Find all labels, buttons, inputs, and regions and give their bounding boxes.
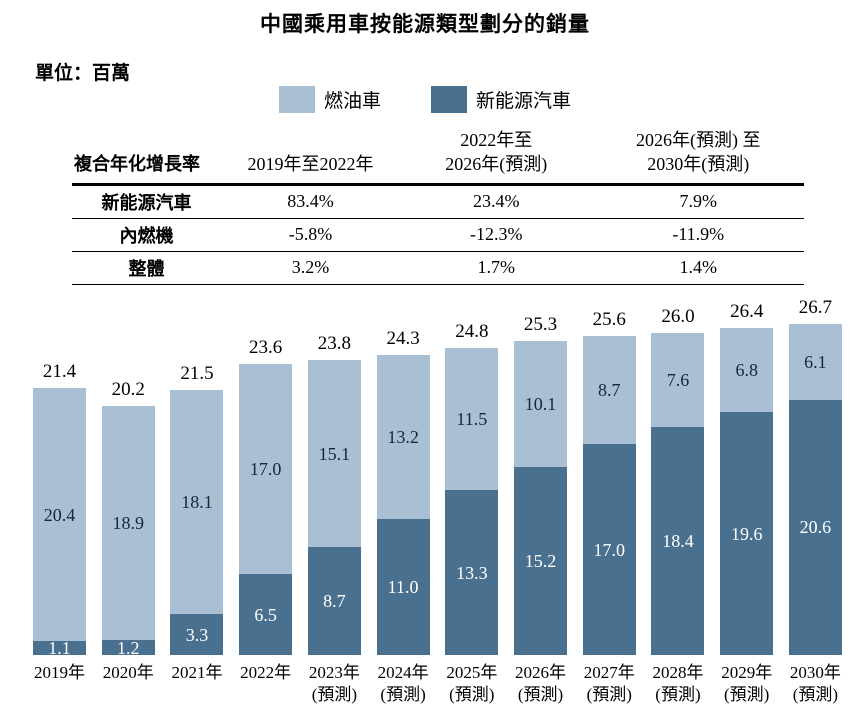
- page-title: 中國乘用車按能源類型劃分的銷量: [260, 12, 590, 36]
- bar-segment-nev: 13.3: [445, 490, 499, 655]
- x-axis-label: 2022年: [240, 663, 292, 682]
- legend: 燃油車 新能源汽車: [0, 86, 850, 113]
- bar-segment-nev: 17.0: [582, 444, 636, 655]
- bar-chart: 21.4 20.4 1.1 2019年 20.2 18.9 1.2 2020年 21.5 18.1…: [28, 297, 847, 710]
- bar-column: 26.0 7.6 18.4 2028年 (預測): [646, 306, 709, 710]
- bar-segment-fuel: 18.1: [170, 389, 224, 615]
- bar-segment-nev: 3.3: [170, 614, 224, 655]
- bar-total-label: 23.6: [249, 336, 283, 358]
- bar-total-label: 25.3: [523, 314, 558, 336]
- cagr-value: -5.8%: [221, 218, 401, 252]
- x-axis-label: 2030年 (預測): [789, 663, 841, 705]
- bar-segment-nev: 18.4: [651, 426, 705, 655]
- bar-column: 23.8 15.1 8.7 2023年 (預測): [303, 333, 366, 710]
- cagr-header-period-1: 2019年至2022年: [221, 126, 401, 186]
- legend-swatch-nev: [431, 86, 467, 113]
- bar-segment-nev: 1.2: [101, 639, 155, 656]
- table-row: 整體 3.2% 1.7% 1.4%: [72, 251, 804, 285]
- bar-segment-fuel: 8.7: [582, 336, 636, 445]
- bar-total-label: 20.2: [111, 378, 145, 400]
- x-axis-label: 2026年 (預測): [515, 663, 567, 705]
- bar-column: 26.4 6.8 19.6 2029年 (預測): [715, 301, 778, 710]
- bar-segment-fuel: 6.1: [788, 324, 842, 400]
- bar-column: 26.7 6.1 20.6 2030年 (預測): [784, 297, 847, 710]
- cagr-value: 1.7%: [400, 251, 593, 285]
- bar-segment-fuel: 11.5: [445, 347, 499, 491]
- x-axis-label: 2020年: [102, 663, 154, 682]
- bar-segment-fuel: 7.6: [651, 332, 705, 427]
- bar-total-label: 24.8: [455, 320, 489, 342]
- table-row: 內燃機 -5.8% -12.3% -11.9%: [72, 218, 804, 252]
- bar-total-label: 21.5: [180, 362, 214, 384]
- cagr-value: 3.2%: [221, 251, 401, 285]
- bar-column: 25.6 8.7 17.0 2027年 (預測): [578, 309, 641, 710]
- x-axis-label: 2028年 (預測): [652, 663, 704, 705]
- bar-total-label: 25.6: [592, 309, 626, 331]
- bar-total-label: 21.4: [42, 361, 77, 383]
- cagr-header-period-2: 2022年至 2026年(預測): [400, 126, 593, 186]
- bar-segment-fuel: 6.8: [720, 327, 774, 412]
- bar-segment-fuel: 18.9: [101, 405, 155, 641]
- x-axis-label: 2023年 (預測): [308, 663, 360, 705]
- legend-label-nev: 新能源汽車: [476, 91, 572, 112]
- legend-item-fuel: 燃油車: [278, 86, 381, 113]
- bar-total-label: 24.3: [386, 327, 420, 349]
- cagr-table: 複合年化增長率 2019年至2022年 2022年至 2026年(預測) 202…: [72, 126, 804, 285]
- bar-column: 24.8 11.5 13.3 2025年 (預測): [440, 321, 503, 710]
- bar-segment-nev: 20.6: [788, 399, 842, 655]
- bar-segment-nev: 11.0: [376, 518, 430, 655]
- cagr-header-title: 複合年化增長率: [72, 126, 222, 186]
- bar-segment-fuel: 10.1: [514, 341, 568, 467]
- cagr-value: -12.3%: [400, 218, 593, 252]
- bar-total-label: 26.7: [798, 297, 833, 319]
- table-row: 新能源汽車 83.4% 23.4% 7.9%: [72, 184, 804, 219]
- x-axis-label: 2029年 (預測): [721, 663, 773, 705]
- legend-swatch-fuel: [278, 86, 315, 113]
- bar-segment-fuel: 20.4: [33, 388, 86, 642]
- bar-total-label: 23.8: [317, 332, 351, 354]
- bar-column: 24.3 13.2 11.0 2024年 (預測): [372, 328, 435, 710]
- bar-segment-fuel: 13.2: [376, 354, 430, 519]
- bar-segment-nev: 15.2: [514, 466, 568, 655]
- unit-label: 單位：百萬: [35, 63, 131, 84]
- bar-segment-nev: 6.5: [239, 574, 293, 655]
- x-axis-label: 2027年 (預測): [583, 663, 635, 705]
- x-axis-label: 2024年 (預測): [377, 663, 429, 705]
- legend-item-nev: 新能源汽車: [431, 86, 571, 113]
- cagr-row-label-overall: 整體: [72, 251, 222, 285]
- bar-column: 25.3 10.1 15.2 2026年 (預測): [509, 314, 572, 710]
- bar-segment-nev: 19.6: [720, 412, 774, 655]
- bar-segment-nev: 1.1: [33, 639, 86, 657]
- cagr-row-label-ice: 內燃機: [72, 218, 222, 252]
- bar-column: 20.2 18.9 1.2 2020年: [97, 379, 160, 710]
- cagr-value: 23.4%: [400, 184, 593, 219]
- cagr-header-row: 複合年化增長率 2019年至2022年 2022年至 2026年(預測) 202…: [72, 126, 804, 186]
- cagr-value: -11.9%: [592, 218, 804, 252]
- bar-segment-fuel: 15.1: [307, 359, 361, 548]
- bar-column: 23.6 17.0 6.5 2022年: [234, 337, 297, 710]
- bar-segment-nev: 8.7: [307, 547, 361, 655]
- cagr-value: 1.4%: [592, 251, 804, 285]
- bar-column: 21.4 20.4 1.1 2019年: [28, 361, 91, 710]
- bar-column: 21.5 18.1 3.3 2021年: [165, 363, 228, 710]
- x-axis-label: 2021年: [171, 663, 223, 682]
- cagr-value: 83.4%: [221, 184, 401, 219]
- cagr-row-label-nev: 新能源汽車: [72, 184, 222, 219]
- bar-total-label: 26.0: [661, 305, 695, 327]
- cagr-header-period-3: 2026年(預測) 至 2030年(預測): [592, 126, 804, 186]
- x-axis-label: 2019年: [34, 663, 85, 682]
- bar-segment-fuel: 17.0: [239, 363, 293, 575]
- bar-total-label: 26.4: [730, 300, 764, 322]
- x-axis-label: 2025年 (預測): [446, 663, 498, 705]
- legend-label-fuel: 燃油車: [323, 91, 381, 112]
- cagr-value: 7.9%: [592, 184, 804, 219]
